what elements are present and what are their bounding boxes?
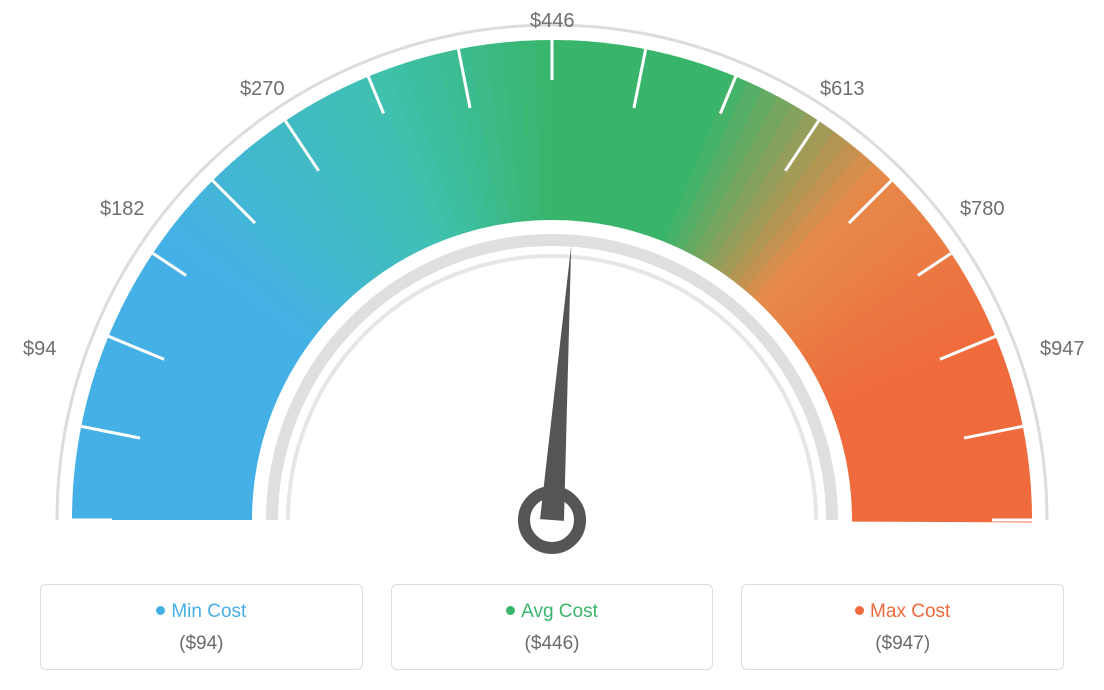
gauge-tick-label: $446: [530, 10, 575, 33]
needle: [540, 246, 571, 521]
legend-dot-icon: [855, 606, 864, 615]
gauge-tick-label: $613: [820, 78, 865, 101]
legend-value: ($947): [752, 633, 1053, 655]
gauge-tick-label: $947: [1040, 338, 1085, 361]
legend-label-text: Avg Cost: [521, 601, 598, 622]
legend-label: Avg Cost: [402, 601, 703, 623]
legend-value: ($446): [402, 633, 703, 655]
legend-item: Max Cost ($947): [741, 584, 1064, 670]
legend-item: Min Cost ($94): [40, 584, 363, 670]
legend-item: Avg Cost ($446): [391, 584, 714, 670]
cost-gauge-chart: $94 $182 $270 $446 $613 $780 $947 Min Cost ($94…: [0, 0, 1104, 690]
legend-value: ($94): [51, 633, 352, 655]
legend-label-text: Max Cost: [870, 601, 950, 622]
legend-label: Max Cost: [752, 601, 1053, 623]
gauge-tick-label: $94: [23, 338, 56, 361]
legend-dot-icon: [506, 606, 515, 615]
legend: Min Cost ($94) Avg Cost ($446) Max Cost ($947…: [40, 584, 1064, 670]
legend-dot-icon: [156, 606, 165, 615]
legend-label: Min Cost: [51, 601, 352, 623]
gauge: $94 $182 $270 $446 $613 $780 $947: [0, 0, 1104, 560]
gauge-tick-label: $182: [100, 198, 145, 221]
legend-label-text: Min Cost: [171, 601, 246, 622]
gauge-tick-label: $780: [960, 198, 1005, 221]
gauge-tick-label: $270: [240, 78, 285, 101]
